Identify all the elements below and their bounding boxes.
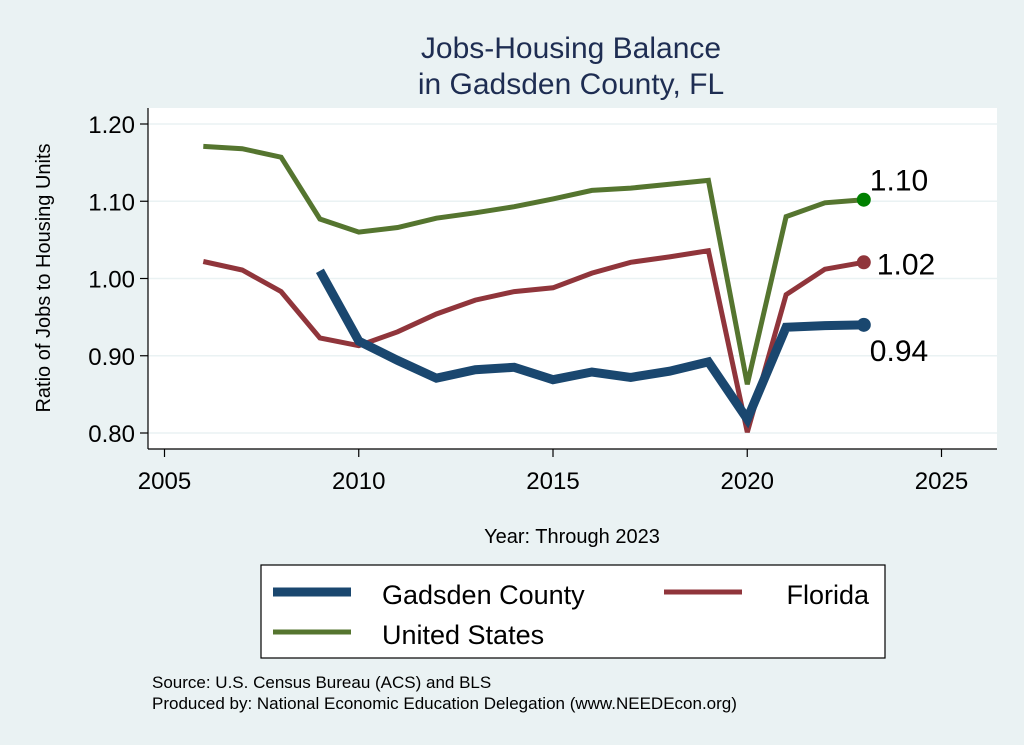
x-tick-label: 2010	[332, 468, 385, 495]
legend: Gadsden County Florida United States	[260, 564, 886, 659]
series-line-united-states	[203, 143, 864, 385]
x-axis-title: Year: Through 2023	[484, 526, 660, 548]
producer-note: Produced by: National Economic Education…	[152, 694, 737, 713]
series-lines	[202, 143, 871, 433]
notes: Source: U.S. Census Bureau (ACS) and BLS…	[152, 673, 737, 713]
y-tick-label: 0.80	[88, 421, 135, 448]
end-label-gadsden-county: 0.94	[870, 335, 928, 368]
y-tick-label: 1.00	[88, 267, 135, 294]
legend-label-united-states: United States	[382, 620, 544, 650]
x-axis: 2005 2010 2015 2020 2025	[138, 448, 997, 495]
y-tick-label: 0.90	[88, 344, 135, 371]
legend-label-florida: Florida	[786, 580, 870, 610]
x-tick-label: 2025	[915, 468, 968, 495]
end-marker-united-states	[856, 192, 871, 207]
end-label-florida: 1.02	[877, 248, 935, 281]
x-tick-label: 2005	[138, 468, 191, 495]
end-labels: 1.10 1.02 0.94	[870, 165, 935, 368]
title-line-1: Jobs-Housing Balance	[421, 32, 721, 65]
chart-title: Jobs-Housing Balance in Gadsden County, …	[418, 32, 724, 101]
y-axis-title: Ratio of Jobs to Housing Units	[33, 143, 55, 412]
title-line-2: in Gadsden County, FL	[418, 68, 724, 101]
end-marker-gadsden-county	[856, 317, 871, 332]
legend-label-gadsden-county: Gadsden County	[382, 580, 585, 610]
end-label-united-states: 1.10	[870, 165, 928, 198]
y-tick-label: 1.10	[88, 189, 135, 216]
x-tick-label: 2015	[526, 468, 579, 495]
series-line-gadsden-county	[315, 268, 864, 429]
source-note: Source: U.S. Census Bureau (ACS) and BLS	[152, 673, 491, 692]
legend-box	[260, 564, 886, 659]
y-tick-label: 1.20	[88, 112, 135, 139]
y-axis: 0.80 0.90 1.00 1.10 1.20	[88, 108, 149, 449]
x-tick-label: 2020	[721, 468, 774, 495]
end-marker-florida	[856, 255, 871, 270]
